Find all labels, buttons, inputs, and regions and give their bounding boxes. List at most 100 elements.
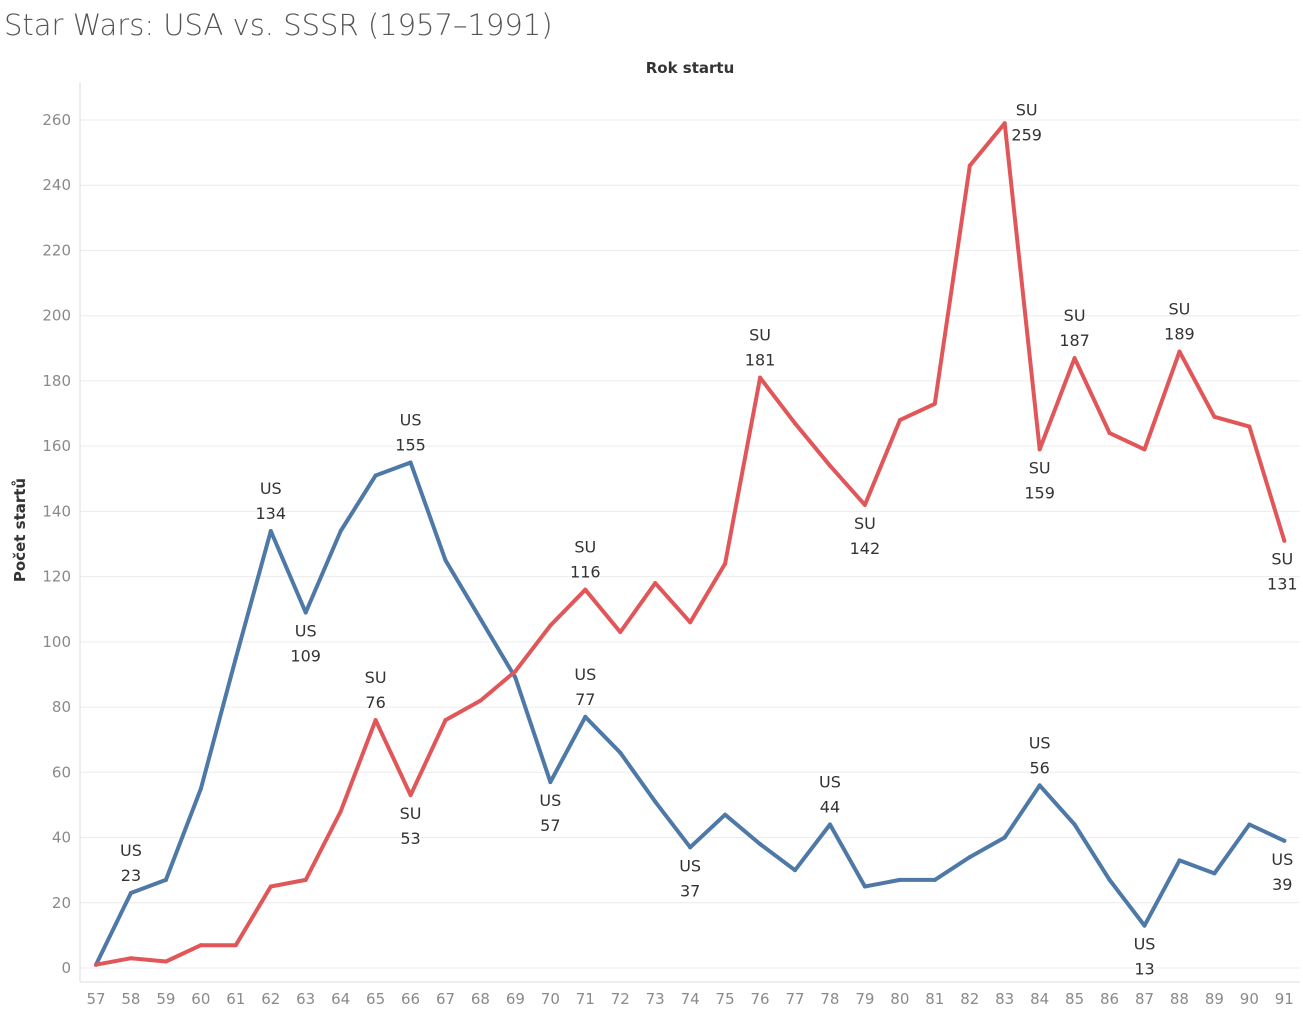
x-tick-label: 90 (1240, 990, 1259, 1008)
chart-title: Star Wars: USA vs. SSSR (1957–1991) (4, 8, 553, 42)
data-point-su (198, 943, 203, 948)
data-label-us-71-value: 77 (575, 690, 595, 709)
data-point-su (513, 669, 518, 674)
data-point-su (758, 375, 763, 380)
data-point-us (1107, 877, 1112, 882)
data-point-us (338, 528, 343, 533)
data-point-us (1247, 822, 1252, 827)
data-label-us-62-series: US (260, 479, 282, 498)
data-point-us (897, 877, 902, 882)
x-tick-label: 78 (820, 990, 839, 1008)
y-tick-label: 60 (52, 763, 71, 781)
data-point-su (408, 793, 413, 798)
data-point-us (1212, 871, 1217, 876)
data-label-us-74-value: 37 (680, 881, 700, 900)
data-label-us-58-series: US (120, 841, 142, 860)
x-tick-label: 76 (751, 990, 770, 1008)
x-tick-label: 73 (646, 990, 665, 1008)
x-tick-label: 85 (1065, 990, 1084, 1008)
data-point-us (478, 617, 483, 622)
data-label-su-85-series: SU (1064, 306, 1086, 325)
data-point-us (583, 714, 588, 719)
x-tick-label: 65 (366, 990, 385, 1008)
x-tick-label: 57 (86, 990, 105, 1008)
data-label-us-63-value: 109 (290, 646, 321, 665)
axes: 0 20 40 60 80 100 120 140 160 180 200 220 240 260 57 58… (11, 59, 1300, 1008)
data-label-su-83-value: 259 (1011, 125, 1042, 144)
data-point-su (618, 630, 623, 635)
data-point-su (478, 698, 483, 703)
data-point-su (967, 163, 972, 168)
data-point-us (128, 890, 133, 895)
x-tick-label: 61 (226, 990, 245, 1008)
data-point-su (862, 502, 867, 507)
x-tick-label: 71 (576, 990, 595, 1008)
data-point-su (932, 401, 937, 406)
data-label-us-87-series: US (1134, 935, 1156, 954)
data-point-us (513, 675, 518, 680)
x-tick-label: 91 (1275, 990, 1294, 1008)
y-tick-label: 120 (42, 568, 71, 586)
x-tick-label: 70 (541, 990, 560, 1008)
x-tick-label: 64 (331, 990, 350, 1008)
x-tick-label: 68 (471, 990, 490, 1008)
data-point-us (1282, 838, 1287, 843)
data-point-us (443, 558, 448, 563)
x-tick-label: 81 (925, 990, 944, 1008)
x-tick-label: 67 (436, 990, 455, 1008)
data-label-su-79-value: 142 (850, 539, 881, 558)
x-tick-label: 79 (855, 990, 874, 1008)
data-point-us (618, 750, 623, 755)
data-label-su-84-series: SU (1029, 458, 1051, 477)
x-tick-label: 63 (296, 990, 315, 1008)
y-axis-title: Počet startů (11, 478, 29, 582)
data-point-us (827, 822, 832, 827)
data-label-su-91-value: 131 (1267, 575, 1298, 594)
data-point-su (373, 718, 378, 723)
data-point-su (723, 561, 728, 566)
data-point-su (338, 809, 343, 814)
x-tick-label: 80 (890, 990, 909, 1008)
data-labels: US 23 US 134 US 109 US 155 US 57 US 77 US 37 US 44 US 56 U… (120, 100, 1298, 978)
data-point-us (548, 780, 553, 785)
data-point-us (793, 868, 797, 873)
y-tick-label: 0 (61, 959, 71, 977)
x-tick-label: 87 (1135, 990, 1154, 1008)
data-label-us-66-series: US (400, 410, 422, 429)
data-label-su-76-series: SU (749, 326, 771, 345)
data-point-su (443, 718, 448, 723)
y-tick-label: 80 (52, 698, 71, 716)
x-tick-label: 84 (1030, 990, 1049, 1008)
y-tick-label: 220 (42, 241, 71, 259)
data-point-su (128, 956, 133, 961)
data-point-us (1072, 822, 1077, 827)
data-label-us-66-value: 155 (395, 435, 426, 454)
grid-lines (80, 119, 1300, 969)
x-tick-label: 83 (995, 990, 1014, 1008)
data-point-su (548, 623, 553, 628)
x-tick-label: 62 (261, 990, 280, 1008)
data-point-su (303, 877, 308, 882)
x-tick-label: 74 (681, 990, 700, 1008)
data-point-us (303, 610, 308, 615)
data-label-su-66-value: 53 (400, 829, 420, 848)
y-tick-label: 180 (42, 372, 71, 390)
data-label-us-78-series: US (819, 772, 841, 791)
data-label-us-74-series: US (679, 856, 701, 875)
data-label-su-83-series: SU (1016, 100, 1038, 119)
y-tick-label: 40 (52, 829, 71, 847)
y-tick-label: 160 (42, 437, 71, 455)
y-tick-label: 240 (42, 176, 71, 194)
data-label-us-70-series: US (539, 791, 561, 810)
data-point-us (723, 812, 728, 817)
data-point-su (1212, 414, 1217, 419)
data-label-su-66-series: SU (400, 804, 422, 823)
y-tick-label: 100 (42, 633, 71, 651)
data-label-su-65-series: SU (365, 668, 387, 687)
data-point-su (1282, 538, 1287, 543)
data-point-us (163, 877, 168, 882)
data-point-us (1142, 923, 1147, 928)
data-label-us-58-value: 23 (121, 866, 141, 885)
data-label-su-88-series: SU (1169, 300, 1191, 319)
data-point-su (793, 421, 797, 426)
